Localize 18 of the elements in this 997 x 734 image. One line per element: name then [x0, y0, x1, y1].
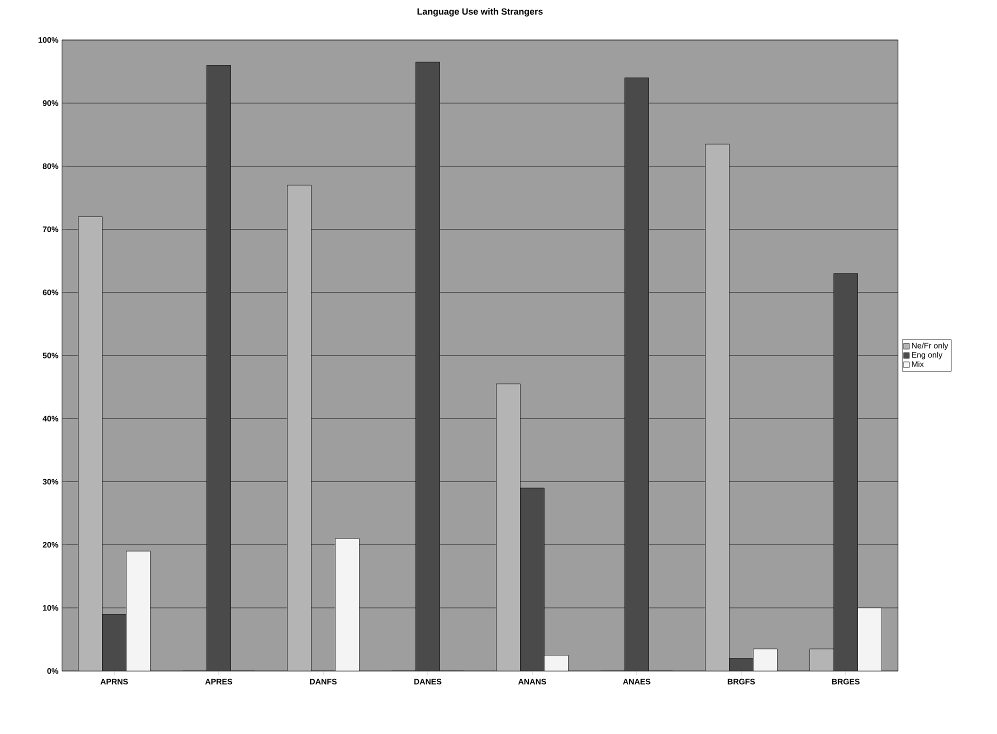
bar: [126, 550, 150, 671]
bar: [496, 384, 520, 671]
bar: [335, 538, 360, 671]
bar: [753, 648, 778, 671]
chart-title: Language Use with Strangers: [418, 8, 543, 16]
bar: [810, 648, 834, 671]
bar: [206, 65, 231, 671]
bar: [729, 658, 754, 671]
bar: [287, 184, 312, 671]
bar: [858, 608, 882, 671]
bar: [78, 216, 102, 671]
bar: [520, 488, 544, 671]
bar: [705, 144, 730, 671]
bar: [416, 62, 440, 671]
bar: [624, 78, 649, 671]
bar: [102, 614, 126, 671]
bar: [834, 273, 858, 671]
bar: [544, 655, 568, 671]
